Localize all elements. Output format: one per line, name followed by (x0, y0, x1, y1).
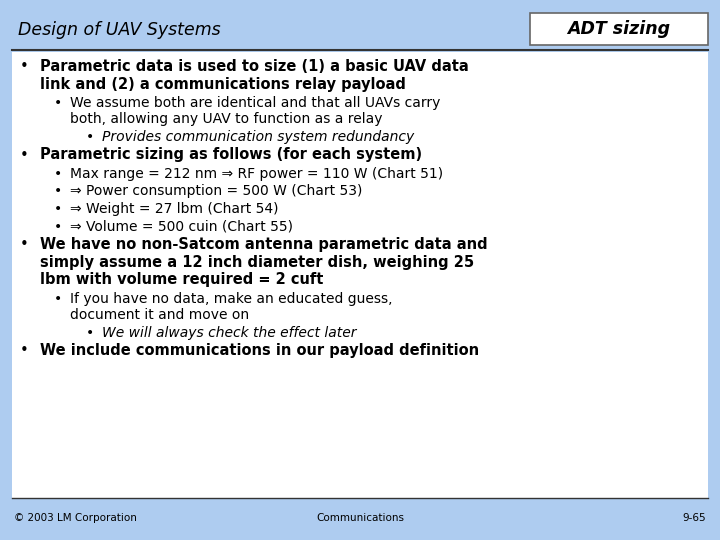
Text: ⇒ Power consumption = 500 W (Chart 53): ⇒ Power consumption = 500 W (Chart 53) (70, 185, 362, 199)
Text: •: • (54, 292, 62, 306)
Text: Parametric sizing as follows (for each system): Parametric sizing as follows (for each s… (40, 147, 422, 163)
Text: 9-65: 9-65 (683, 513, 706, 523)
Text: document it and move on: document it and move on (70, 308, 249, 322)
Text: © 2003 LM Corporation: © 2003 LM Corporation (14, 513, 137, 523)
Text: link and (2) a communications relay payload: link and (2) a communications relay payl… (40, 77, 406, 91)
Text: ⇒ Weight = 27 lbm (Chart 54): ⇒ Weight = 27 lbm (Chart 54) (70, 202, 279, 216)
Text: We will always check the effect later: We will always check the effect later (102, 326, 356, 340)
Text: simply assume a 12 inch diameter dish, weighing 25: simply assume a 12 inch diameter dish, w… (40, 254, 474, 269)
Text: both, allowing any UAV to function as a relay: both, allowing any UAV to function as a … (70, 112, 382, 126)
Text: •: • (20, 59, 29, 74)
Text: Design of UAV Systems: Design of UAV Systems (18, 21, 220, 39)
Text: •: • (54, 219, 62, 233)
Text: •: • (86, 326, 94, 340)
Text: •: • (54, 185, 62, 199)
Bar (530, 13, 708, 45)
Text: We have no non-Satcom antenna parametric data and: We have no non-Satcom antenna parametric… (40, 237, 487, 252)
Text: ADT sizing: ADT sizing (567, 20, 670, 38)
Text: •: • (54, 202, 62, 216)
Text: •: • (54, 96, 62, 110)
Text: We assume both are identical and that all UAVs carry: We assume both are identical and that al… (70, 96, 441, 110)
Text: •: • (20, 147, 29, 163)
Bar (12, 52, 708, 498)
Text: •: • (86, 130, 94, 144)
Text: Max range = 212 nm ⇒ RF power = 110 W (Chart 51): Max range = 212 nm ⇒ RF power = 110 W (C… (70, 167, 443, 181)
Text: Provides communication system redundancy: Provides communication system redundancy (102, 130, 414, 144)
Text: ⇒ Volume = 500 cuin (Chart 55): ⇒ Volume = 500 cuin (Chart 55) (70, 219, 293, 233)
Text: •: • (54, 167, 62, 181)
Text: •: • (20, 343, 29, 358)
Text: We include communications in our payload definition: We include communications in our payload… (40, 343, 479, 358)
Text: Parametric data is used to size (1) a basic UAV data: Parametric data is used to size (1) a ba… (40, 59, 469, 74)
Text: If you have no data, make an educated guess,: If you have no data, make an educated gu… (70, 292, 392, 306)
Text: lbm with volume required = 2 cuft: lbm with volume required = 2 cuft (40, 272, 323, 287)
Text: •: • (20, 237, 29, 252)
Text: Communications: Communications (316, 513, 404, 523)
